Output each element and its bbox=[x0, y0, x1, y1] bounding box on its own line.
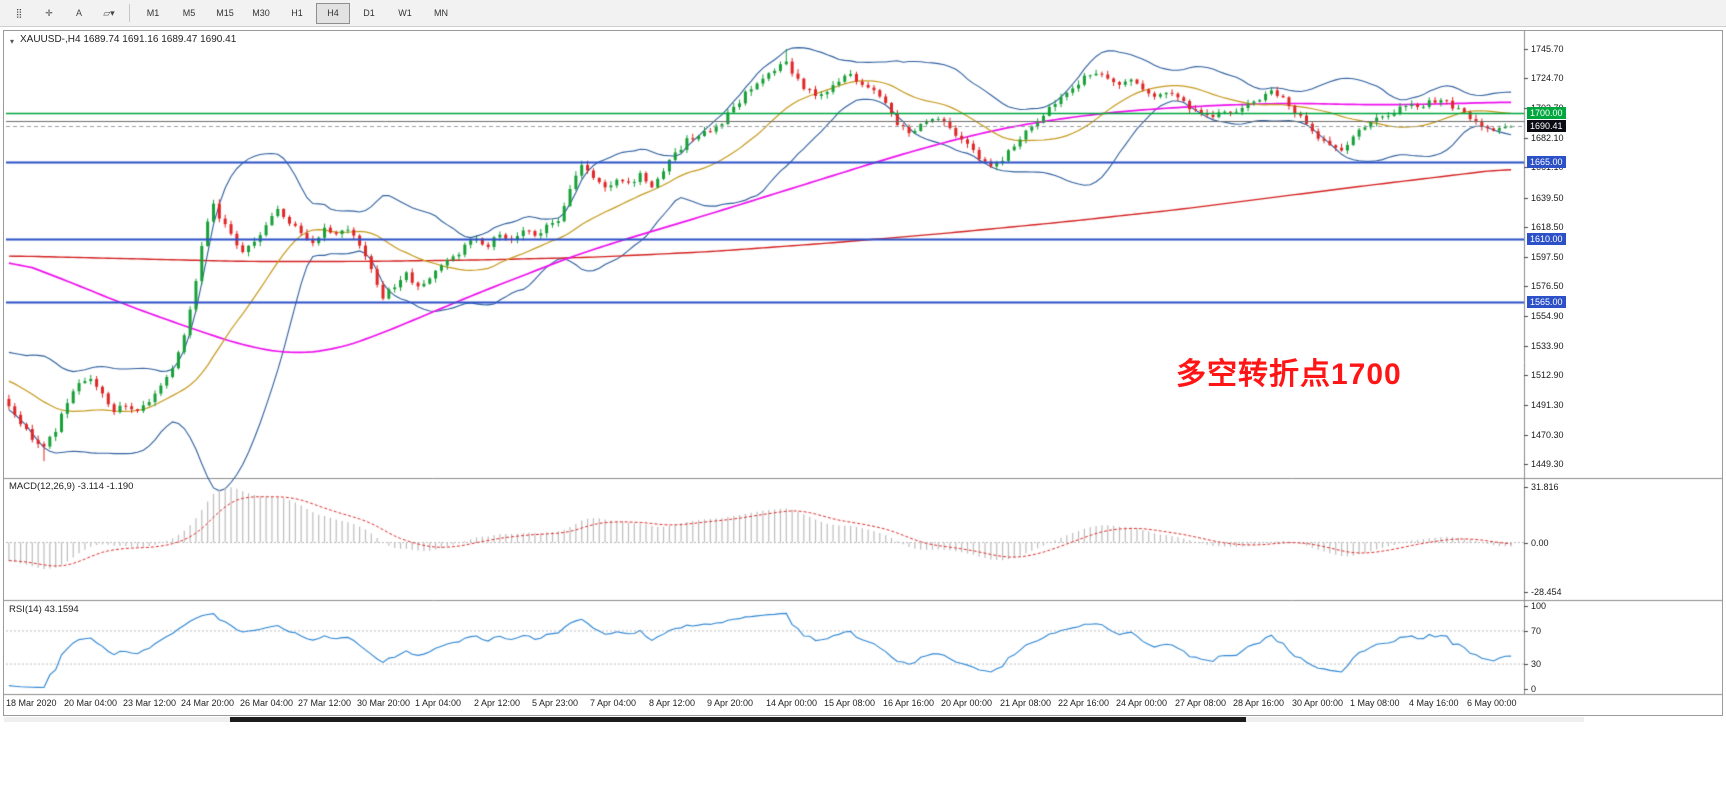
time-axis-label: 30 Mar 20:00 bbox=[357, 698, 411, 708]
time-axis-label: 1 Apr 04:00 bbox=[415, 698, 462, 708]
rsi-tick-label: 30 bbox=[1531, 659, 1542, 669]
rsi-tick-label: 100 bbox=[1531, 601, 1547, 611]
chart-symbol-ohlc: XAUUSD-,H4 1689.74 1691.16 1689.47 1690.… bbox=[20, 34, 237, 45]
time-axis-label: 23 Mar 12:00 bbox=[123, 698, 177, 708]
timeframe-button-M5[interactable]: M5 bbox=[182, 8, 196, 18]
timeframe-buttons-group: M1 M5 M15 M30 H1 H4 D1 W1 MN bbox=[135, 2, 459, 24]
time-axis-label: 27 Apr 08:00 bbox=[1175, 698, 1227, 708]
time-axis-label: 5 Apr 23:00 bbox=[532, 698, 579, 708]
annotation-text: 多空转折点1700 bbox=[1176, 358, 1402, 391]
price-level-badge: 1700.00 bbox=[1527, 107, 1566, 119]
timeframe-button-M15[interactable]: M15 bbox=[216, 8, 234, 18]
top-toolbar: ⣿ ✛ A ▱▾ M1 M5 M15 M30 H1 H4 D1 W1 MN bbox=[0, 0, 1726, 27]
price-level-badge: 1565.00 bbox=[1527, 296, 1566, 308]
time-axis-label: 21 Apr 08:00 bbox=[1000, 698, 1052, 708]
price-level-badge: 1610.00 bbox=[1527, 233, 1566, 245]
price-tick-label: 1449.30 bbox=[1531, 459, 1564, 469]
time-axis-label: 14 Apr 00:00 bbox=[766, 698, 818, 708]
price-tick-label: 1491.30 bbox=[1531, 400, 1564, 410]
time-axis-label: 18 Mar 2020 bbox=[6, 698, 57, 708]
time-axis-label: 28 Apr 16:00 bbox=[1233, 698, 1285, 708]
time-axis-label: 15 Apr 08:00 bbox=[824, 698, 876, 708]
price-tick-label: 1512.90 bbox=[1531, 370, 1564, 380]
text-tool-icon[interactable]: A bbox=[75, 7, 82, 18]
indicators-grid-icon[interactable]: ⣿ bbox=[15, 7, 23, 18]
price-tick-label: 1724.70 bbox=[1531, 73, 1564, 83]
price-tick-label: 1576.50 bbox=[1531, 281, 1564, 291]
drawing-tools-group: ⣿ ✛ A ▱▾ bbox=[4, 2, 124, 24]
price-tick-label: 1639.50 bbox=[1531, 193, 1564, 203]
price-tick-label: 1618.50 bbox=[1531, 222, 1564, 232]
timeframe-button-MN[interactable]: MN bbox=[434, 8, 448, 18]
price-level-badge: 1665.00 bbox=[1527, 156, 1566, 168]
macd-indicator-label: MACD(12,26,9) -3.114 -1.190 bbox=[9, 481, 134, 492]
price-tick-label: 1682.10 bbox=[1531, 133, 1564, 143]
time-axis-label: 24 Apr 00:00 bbox=[1116, 698, 1168, 708]
chart-menu-icon[interactable]: ▾ bbox=[10, 37, 15, 46]
price-tick-label: 1470.30 bbox=[1531, 430, 1564, 440]
scrollbar-thumb[interactable] bbox=[230, 717, 1246, 722]
time-axis-label: 8 Apr 12:00 bbox=[649, 698, 696, 708]
time-axis-label: 20 Apr 00:00 bbox=[941, 698, 993, 708]
chart-header: ▾ XAUUSD-,H4 1689.74 1691.16 1689.47 169… bbox=[10, 34, 237, 46]
price-tick-label: 1554.90 bbox=[1531, 311, 1564, 321]
time-axis-label: 4 May 16:00 bbox=[1409, 698, 1459, 708]
horizontal-scrollbar[interactable] bbox=[4, 717, 1584, 722]
timeframe-button-M1[interactable]: M1 bbox=[146, 8, 160, 18]
time-axis-label: 1 May 08:00 bbox=[1350, 698, 1400, 708]
crosshair-icon[interactable]: ✛ bbox=[45, 7, 53, 18]
time-axis-label: 2 Apr 12:00 bbox=[474, 698, 521, 708]
time-axis-label: 6 May 00:00 bbox=[1467, 698, 1517, 708]
time-axis-label: 30 Apr 00:00 bbox=[1292, 698, 1344, 708]
macd-tick-label: 0.00 bbox=[1531, 538, 1549, 548]
chart-window: ▾ XAUUSD-,H4 1689.74 1691.16 1689.47 169… bbox=[3, 30, 1723, 716]
time-axis-label: 20 Mar 04:00 bbox=[64, 698, 118, 708]
rsi-tick-label: 70 bbox=[1531, 626, 1542, 636]
rsi-tick-label: 0 bbox=[1531, 684, 1537, 694]
time-axis-label: 16 Apr 16:00 bbox=[883, 698, 935, 708]
price-tick-label: 1745.70 bbox=[1531, 44, 1564, 54]
time-axis-label: 24 Mar 20:00 bbox=[181, 698, 235, 708]
macd-tick-label: 31.816 bbox=[1531, 482, 1559, 492]
rsi-indicator-label: RSI(14) 43.1594 bbox=[9, 604, 79, 615]
price-tick-label: 1597.50 bbox=[1531, 252, 1564, 262]
time-axis-label: 26 Mar 04:00 bbox=[240, 698, 294, 708]
timeframe-button-H4[interactable]: H4 bbox=[316, 2, 350, 24]
timeframe-button-M30[interactable]: M30 bbox=[252, 8, 270, 18]
time-axis-label: 9 Apr 20:00 bbox=[707, 698, 754, 708]
price-tick-label: 1533.90 bbox=[1531, 341, 1564, 351]
time-axis-label: 22 Apr 16:00 bbox=[1058, 698, 1110, 708]
timeframe-button-D1[interactable]: D1 bbox=[363, 8, 375, 18]
chart-canvas[interactable] bbox=[4, 31, 1722, 713]
time-axis-label: 27 Mar 12:00 bbox=[298, 698, 352, 708]
macd-tick-label: -28.454 bbox=[1531, 587, 1562, 597]
timeframe-button-H1[interactable]: H1 bbox=[291, 8, 303, 18]
shapes-tool-icon[interactable]: ▱▾ bbox=[103, 7, 115, 18]
timeframe-button-W1[interactable]: W1 bbox=[398, 8, 412, 18]
toolbar-separator bbox=[129, 4, 130, 22]
time-axis-label: 7 Apr 04:00 bbox=[590, 698, 637, 708]
price-level-badge: 1690.41 bbox=[1527, 120, 1566, 132]
